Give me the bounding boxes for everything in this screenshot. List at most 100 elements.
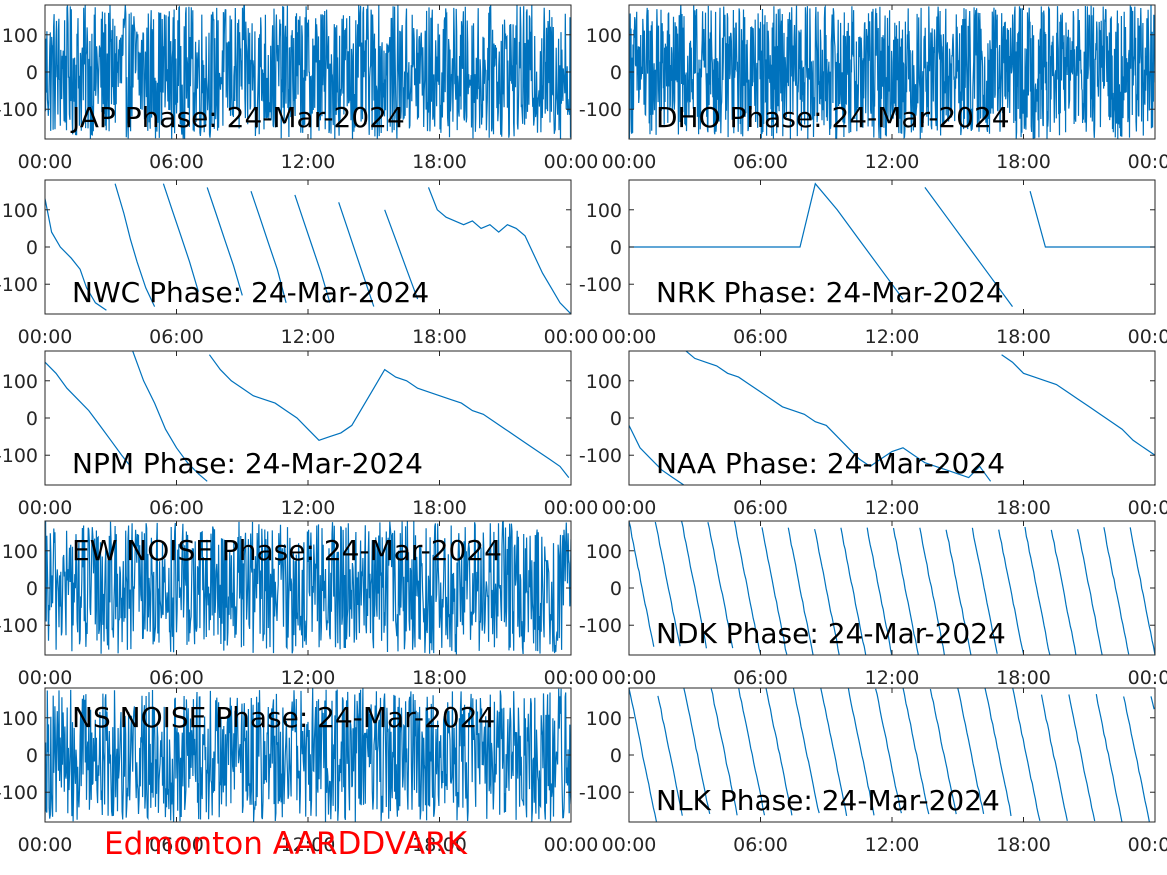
x-tick-label: 12:00 xyxy=(281,834,336,856)
x-tick-label: 00:00 xyxy=(1128,834,1167,856)
x-tick-label: 18:00 xyxy=(412,834,467,856)
x-tick-label: 00:00 xyxy=(1128,326,1167,348)
x-tick-label: 00:00 xyxy=(1128,151,1167,173)
y-tick-label: 0 xyxy=(610,62,622,84)
y-tick-label: -100 xyxy=(0,615,38,637)
panel-title: NAA Phase: 24-Mar-2024 xyxy=(656,447,1005,480)
panel-1: 100 0 -100 00:00 06:00 12:00 18:00 00:00 JAP Pha… xyxy=(0,4,599,173)
series-line xyxy=(629,5,1155,139)
panel-8: 100 0 -100 00:00 06:00 12:00 18:00 00:00 NDK Pha… xyxy=(579,520,1167,689)
y-tick-label: -100 xyxy=(0,445,38,467)
y-tick-label: 100 xyxy=(586,200,622,222)
x-tick-label: 12:00 xyxy=(281,497,336,519)
x-tick-label: 00:00 xyxy=(18,497,73,519)
x-tick-label: 00:00 xyxy=(544,326,599,348)
x-tick-label: 06:00 xyxy=(733,667,788,689)
x-tick-label: 00:00 xyxy=(544,834,599,856)
y-tick-label: 100 xyxy=(586,708,622,730)
x-tick-label: 00:00 xyxy=(602,667,657,689)
x-tick-label: 00:00 xyxy=(18,151,73,173)
panel-4: 100 0 -100 00:00 06:00 12:00 18:00 00:00 NRK Pha… xyxy=(579,179,1167,348)
x-tick-label: 18:00 xyxy=(412,667,467,689)
x-tick-label: 12:00 xyxy=(281,667,336,689)
y-tick-label: 0 xyxy=(610,745,622,767)
plot-area xyxy=(629,521,1155,655)
series-line xyxy=(45,688,571,822)
y-tick-label: 100 xyxy=(586,25,622,47)
panel-9: 100 0 -100 00:00 06:00 12:00 18:00 00:00 NS NOIS… xyxy=(0,687,599,856)
series-path xyxy=(45,183,571,314)
x-tick-label: 00:00 xyxy=(544,497,599,519)
x-tick-label: 06:00 xyxy=(149,834,204,856)
plot-area xyxy=(629,688,1155,822)
x-tick-label: 18:00 xyxy=(412,326,467,348)
y-tick-label: 100 xyxy=(2,371,38,393)
y-tick-label: 0 xyxy=(26,745,38,767)
y-tick-label: 100 xyxy=(2,541,38,563)
x-tick-label: 00:00 xyxy=(602,326,657,348)
series-path xyxy=(45,688,571,822)
series-line xyxy=(629,351,1155,485)
y-tick-label: 0 xyxy=(610,408,622,430)
x-tick-label: 06:00 xyxy=(149,667,204,689)
y-tick-label: 0 xyxy=(26,62,38,84)
x-tick-label: 06:00 xyxy=(149,497,204,519)
y-tick-label: 0 xyxy=(26,578,38,600)
x-tick-label: 18:00 xyxy=(412,151,467,173)
x-tick-label: 12:00 xyxy=(865,834,920,856)
x-tick-label: 06:00 xyxy=(149,151,204,173)
panel-title: EW NOISE Phase: 24-Mar-2024 xyxy=(72,534,502,567)
x-tick-label: 00:00 xyxy=(602,151,657,173)
x-tick-label: 00:00 xyxy=(18,834,73,856)
x-tick-label: 18:00 xyxy=(996,497,1051,519)
x-tick-label: 00:00 xyxy=(602,834,657,856)
panel-title: NDK Phase: 24-Mar-2024 xyxy=(656,617,1006,650)
series-line xyxy=(45,521,571,655)
plot-area xyxy=(45,351,571,485)
series-line xyxy=(629,688,1155,822)
y-tick-label: 0 xyxy=(610,237,622,259)
y-tick-label: 0 xyxy=(610,578,622,600)
y-tick-label: 100 xyxy=(586,541,622,563)
x-tick-label: 12:00 xyxy=(865,151,920,173)
y-tick-label: -100 xyxy=(579,782,622,804)
y-tick-label: 100 xyxy=(2,708,38,730)
y-tick-label: 0 xyxy=(26,237,38,259)
series-line xyxy=(45,183,571,314)
x-tick-label: 00:00 xyxy=(544,151,599,173)
x-tick-label: 00:00 xyxy=(1128,497,1167,519)
panel-title: NS NOISE Phase: 24-Mar-2024 xyxy=(72,701,495,734)
x-tick-label: 12:00 xyxy=(865,497,920,519)
y-tick-label: -100 xyxy=(0,274,38,296)
series-line xyxy=(629,521,1155,655)
y-tick-label: -100 xyxy=(579,445,622,467)
series-path xyxy=(629,521,1155,655)
plot-area xyxy=(629,351,1155,485)
x-tick-label: 00:00 xyxy=(18,326,73,348)
panel-title: NRK Phase: 24-Mar-2024 xyxy=(656,276,1004,309)
series-line xyxy=(629,182,1155,307)
y-tick-label: -100 xyxy=(0,99,38,121)
x-tick-label: 12:00 xyxy=(865,667,920,689)
x-tick-label: 06:00 xyxy=(733,326,788,348)
x-tick-label: 18:00 xyxy=(412,497,467,519)
y-tick-label: 100 xyxy=(586,371,622,393)
panel-3: 100 0 -100 00:00 06:00 12:00 18:00 00:00 NWC Pha… xyxy=(0,179,599,348)
series-line xyxy=(45,5,571,139)
series-path xyxy=(45,5,571,139)
x-tick-label: 00:00 xyxy=(18,667,73,689)
x-tick-label: 00:00 xyxy=(544,667,599,689)
y-tick-label: 100 xyxy=(2,25,38,47)
panel-7: 100 0 -100 00:00 06:00 12:00 18:00 00:00 EW NOIS… xyxy=(0,520,599,689)
panel-title: DHO Phase: 24-Mar-2024 xyxy=(656,101,1010,134)
panel-title: NPM Phase: 24-Mar-2024 xyxy=(72,447,423,480)
x-tick-label: 06:00 xyxy=(733,497,788,519)
x-tick-label: 06:00 xyxy=(733,834,788,856)
panel-10: 100 0 -100 00:00 06:00 12:00 18:00 00:00 NLK Pha… xyxy=(579,687,1167,856)
series-path xyxy=(629,182,1155,307)
x-tick-label: 06:00 xyxy=(733,151,788,173)
x-tick-label: 00:00 xyxy=(602,497,657,519)
x-tick-label: 18:00 xyxy=(996,326,1051,348)
x-tick-label: 12:00 xyxy=(281,326,336,348)
